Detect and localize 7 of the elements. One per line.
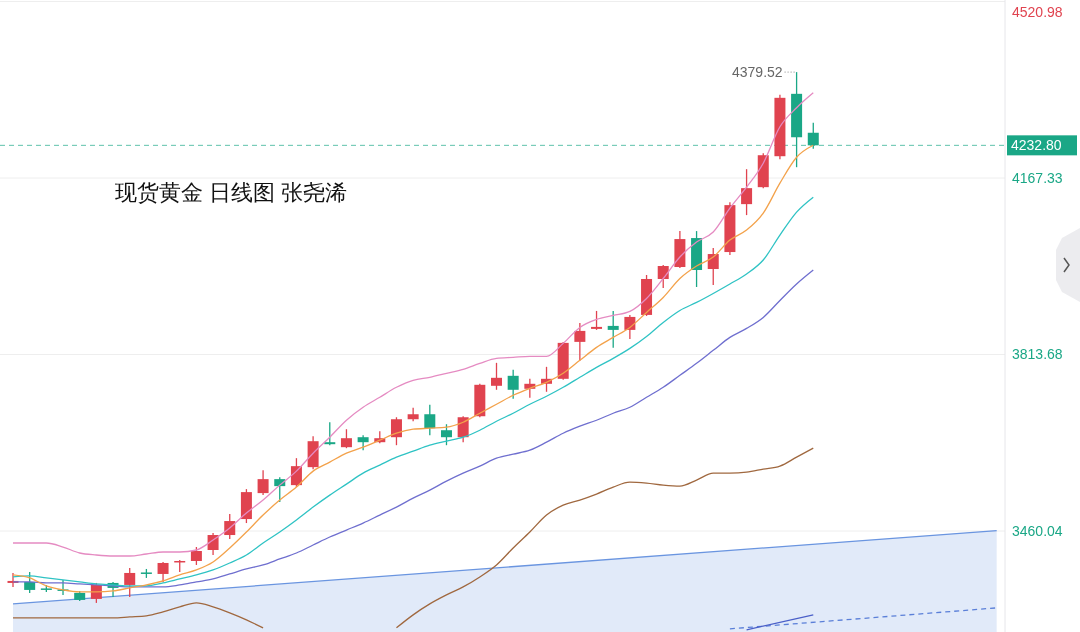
text: 现货黄金 日线图 张尧浠 — [115, 180, 348, 205]
annotation: 4379.52 — [731, 64, 783, 81]
y-tick-label: 3813.68 — [1012, 346, 1063, 363]
ref-line-label: 4232.80 — [1011, 137, 1062, 154]
y-tick-label: 3460.04 — [1012, 522, 1063, 539]
y-tick-label: 4167.33 — [1012, 169, 1063, 186]
y-tick-label: 4520.98 — [1012, 3, 1063, 20]
